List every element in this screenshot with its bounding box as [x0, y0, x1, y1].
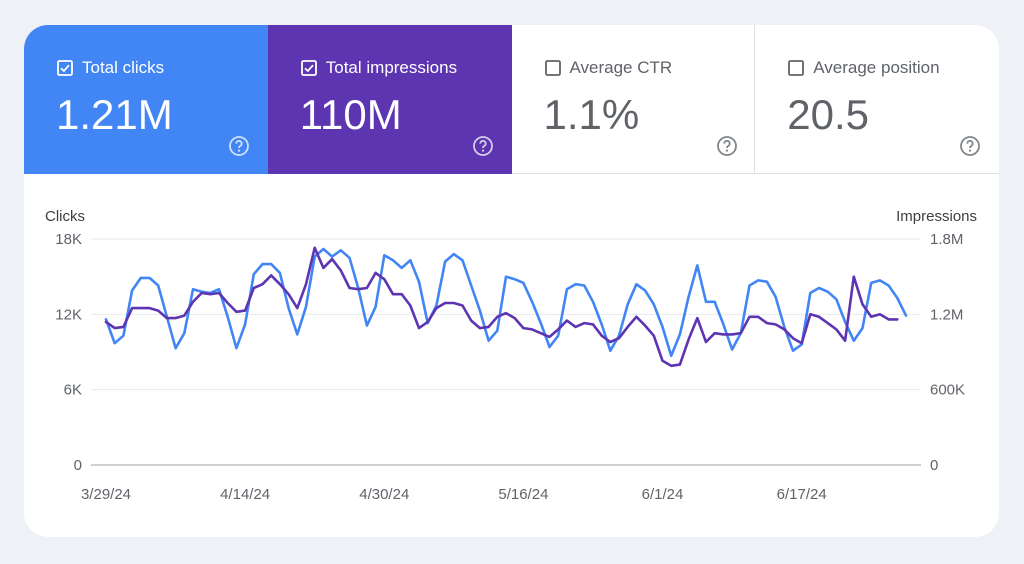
chart-svg: 0 6K 12K 18K 0 600K 1.2M 1.8M Clicks Impressions 3… [45, 208, 977, 503]
tile-value: 1.1% [543, 91, 640, 138]
metric-tiles: Total clicks 1.21M Total impressions 110… [24, 25, 999, 174]
tile-label: Average CTR [569, 58, 673, 77]
right-tick-label: 1.8M [930, 231, 963, 248]
performance-chart: 0 6K 12K 18K 0 600K 1.2M 1.8M Clicks Impressions 3… [24, 174, 999, 537]
left-tick-label: 6K [64, 382, 82, 399]
left-axis-title: Clicks [45, 208, 85, 225]
tile-value: 110M [299, 91, 402, 138]
tile-value: 20.5 [787, 91, 869, 138]
x-tick-label: 5/16/24 [498, 486, 548, 503]
x-tick-label: 6/17/24 [777, 486, 827, 503]
tile-average-position[interactable]: Average position 20.5 [755, 25, 999, 174]
help-icon[interactable] [959, 135, 981, 157]
tile-total-impressions[interactable]: Total impressions 110M [267, 25, 512, 174]
x-tick-label: 6/1/24 [642, 486, 684, 503]
right-tick-label: 600K [930, 382, 965, 399]
tile-total-clicks[interactable]: Total clicks 1.21M [24, 25, 268, 174]
checkbox-unchecked-icon[interactable] [544, 60, 561, 76]
x-tick-label: 4/30/24 [359, 486, 409, 503]
x-tick-label: 4/14/24 [220, 486, 270, 503]
help-icon[interactable] [228, 135, 250, 157]
left-tick-label: 12K [55, 306, 82, 323]
help-icon[interactable] [472, 135, 494, 157]
tile-label: Average position [813, 58, 940, 77]
performance-card: Total clicks 1.21M Total impressions 110… [24, 25, 999, 537]
checkbox-unchecked-icon[interactable] [788, 60, 805, 76]
right-tick-label: 0 [930, 457, 938, 474]
help-icon[interactable] [716, 135, 738, 157]
right-axis-title: Impressions [896, 208, 977, 225]
left-tick-label: 18K [55, 231, 82, 248]
tile-average-ctr[interactable]: Average CTR 1.1% [511, 25, 756, 174]
tile-label: Total clicks [82, 58, 165, 77]
right-tick-label: 1.2M [930, 306, 963, 323]
checkbox-checked-icon[interactable] [300, 60, 317, 76]
tile-label: Total impressions [325, 58, 458, 77]
series-line-clicks [104, 247, 908, 358]
left-tick-label: 0 [74, 457, 82, 474]
series-line-impressions [104, 246, 899, 368]
x-tick-label: 3/29/24 [81, 486, 131, 503]
checkbox-checked-icon[interactable] [57, 60, 73, 76]
tile-value: 1.21M [56, 91, 173, 138]
